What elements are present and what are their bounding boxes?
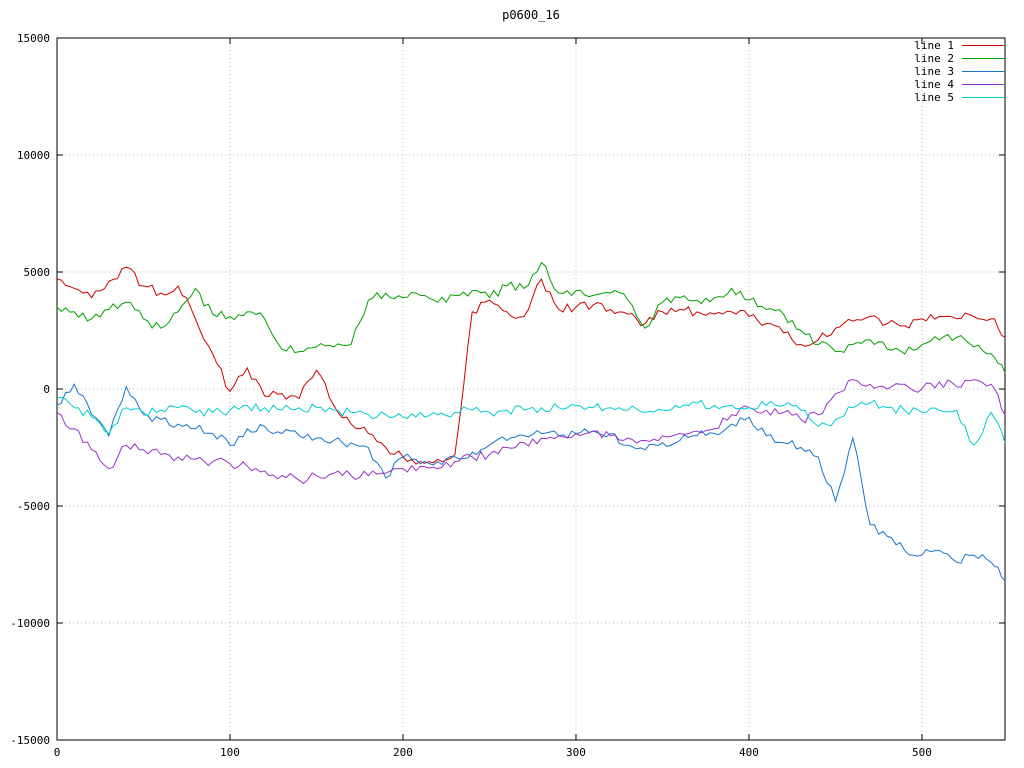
legend-line-sample <box>962 84 1004 85</box>
legend-label: line 4 <box>914 78 954 91</box>
legend-label: line 5 <box>914 91 954 104</box>
svg-text:0: 0 <box>54 746 61 759</box>
svg-text:5000: 5000 <box>24 266 51 279</box>
svg-text:500: 500 <box>912 746 932 759</box>
legend-line-sample <box>962 58 1004 59</box>
legend-line-sample <box>962 97 1004 98</box>
legend-entry: line 3 <box>914 65 1004 78</box>
svg-text:100: 100 <box>220 746 240 759</box>
svg-text:-10000: -10000 <box>10 617 50 630</box>
svg-text:0: 0 <box>43 383 50 396</box>
svg-text:200: 200 <box>393 746 413 759</box>
legend-label: line 1 <box>914 39 954 52</box>
svg-text:300: 300 <box>566 746 586 759</box>
legend-label: line 3 <box>914 65 954 78</box>
legend-entry: line 5 <box>914 91 1004 104</box>
svg-text:400: 400 <box>739 746 759 759</box>
svg-text:15000: 15000 <box>17 32 50 45</box>
legend-label: line 2 <box>914 52 954 65</box>
svg-text:-15000: -15000 <box>10 734 50 747</box>
svg-text:-5000: -5000 <box>17 500 50 513</box>
legend-entry: line 1 <box>914 39 1004 52</box>
legend-line-sample <box>962 45 1004 46</box>
legend-line-sample <box>962 71 1004 72</box>
svg-text:10000: 10000 <box>17 149 50 162</box>
legend-entry: line 2 <box>914 52 1004 65</box>
legend: line 1 line 2 line 3 line 4 line 5 <box>914 39 1004 104</box>
legend-entry: line 4 <box>914 78 1004 91</box>
chart-title: p0600_16 <box>502 8 560 22</box>
